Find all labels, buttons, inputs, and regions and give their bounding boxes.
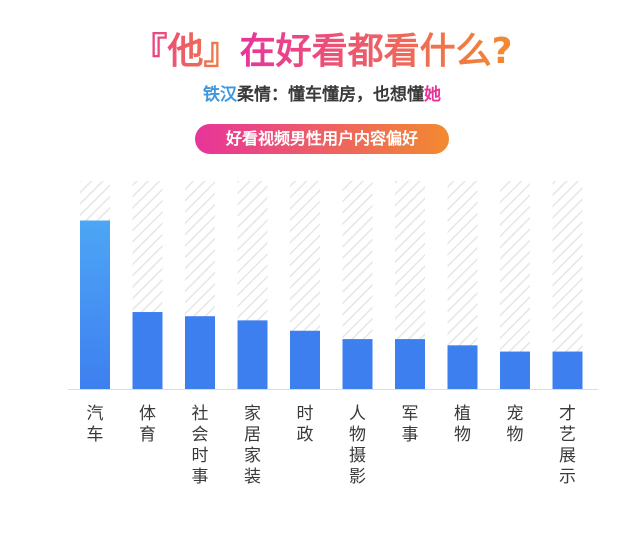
page-title: 『他』在好看都看什么? bbox=[0, 22, 644, 74]
bar bbox=[132, 312, 163, 389]
x-tick-label: 时政 bbox=[297, 404, 314, 445]
x-tick-label: 人物摄影 bbox=[349, 404, 366, 487]
x-tick-label: 家居家装 bbox=[244, 404, 261, 487]
bar bbox=[552, 351, 583, 389]
x-tick-label: 军事 bbox=[402, 404, 419, 445]
bar bbox=[290, 330, 320, 389]
bar bbox=[237, 320, 268, 389]
x-tick-label: 社会时事 bbox=[192, 404, 209, 487]
subtitle: 铁汉柔情：懂车懂房，也想懂她 bbox=[0, 80, 644, 105]
x-tick-label: 体育 bbox=[139, 404, 156, 445]
subtitle-part-3: 她 bbox=[424, 85, 441, 105]
subtitle-part-2: 柔情：懂车懂房，也想懂 bbox=[237, 85, 424, 105]
x-tick-label: 汽车 bbox=[87, 404, 104, 445]
subtitle-part-1: 铁汉 bbox=[203, 85, 237, 105]
x-tick-label: 宠物 bbox=[507, 404, 524, 445]
bar bbox=[447, 345, 478, 389]
bar bbox=[342, 339, 373, 389]
bars bbox=[80, 220, 583, 389]
bar bbox=[80, 220, 110, 389]
chart-title-label: 好看视频男性用户内容偏好 bbox=[225, 129, 418, 148]
bar bbox=[395, 339, 425, 389]
x-tick-label: 植物 bbox=[454, 404, 471, 445]
title-part-2: 在好看都看什么? bbox=[239, 31, 513, 72]
x-tick-label: 才艺展示 bbox=[559, 404, 576, 487]
chart-title-pill: 好看视频男性用户内容偏好 bbox=[195, 124, 449, 154]
bar bbox=[500, 351, 530, 389]
title-part-1: 『他』 bbox=[131, 31, 240, 72]
bar bbox=[185, 316, 215, 389]
